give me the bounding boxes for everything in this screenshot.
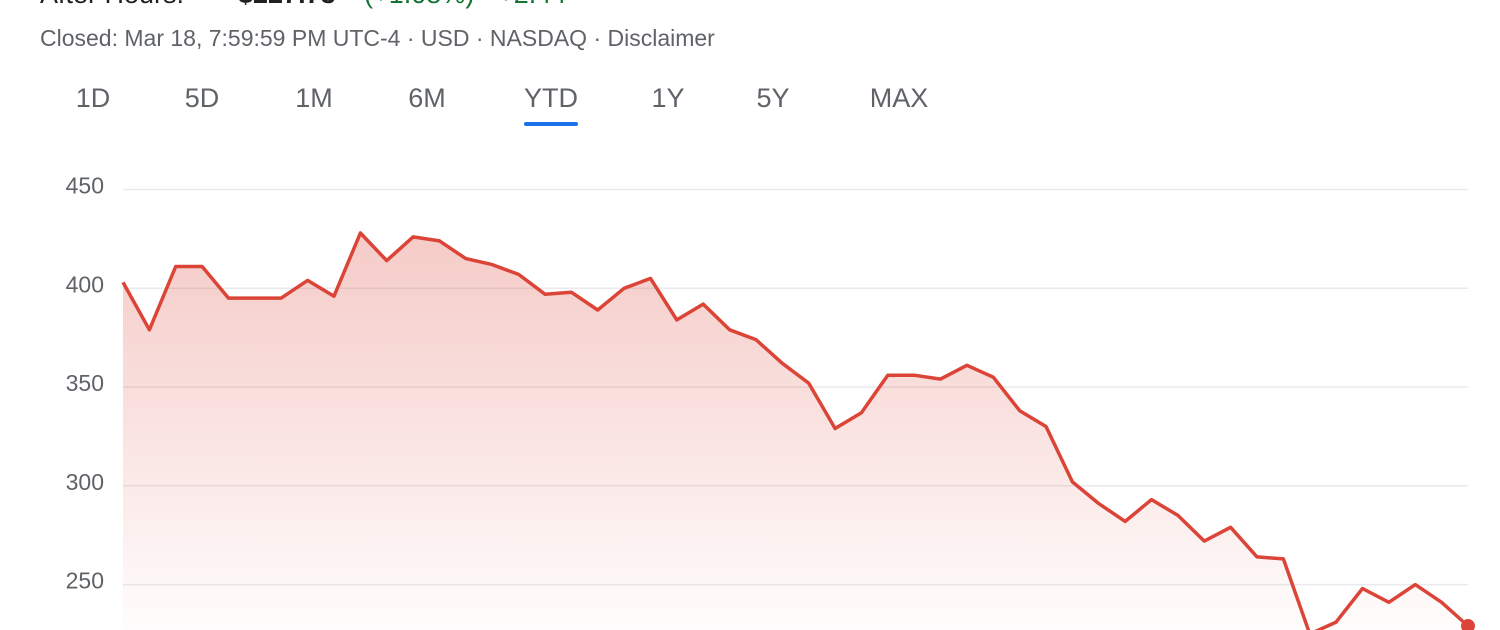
range-tab[interactable]: 6M	[408, 83, 446, 113]
active-tab-underline	[524, 122, 578, 126]
after-hours-change: +2.44	[498, 0, 566, 9]
status-line: Closed: Mar 18, 7:59:59 PM UTC-4 · USD ·…	[40, 25, 715, 51]
range-tab[interactable]: 5D	[185, 83, 220, 113]
range-tab[interactable]: 1D	[76, 83, 111, 113]
after-hours-label: After Hours:	[40, 0, 184, 9]
range-tab[interactable]: 5Y	[756, 83, 789, 113]
range-tab[interactable]: YTD	[524, 83, 578, 113]
after-hours-percent: (+1.08%)	[364, 0, 474, 9]
y-tick-label: 300	[66, 469, 104, 495]
after-hours-price: $227.73	[238, 0, 336, 9]
price-line	[121, 231, 1470, 630]
range-tab[interactable]: 1M	[295, 83, 333, 113]
area-fill	[123, 233, 1468, 630]
last-point	[1461, 619, 1475, 630]
y-tick-label: 350	[66, 370, 104, 396]
chart: 250 300 350 400 450	[66, 173, 1475, 630]
range-tab[interactable]: MAX	[870, 83, 929, 113]
range-tab[interactable]: 1Y	[651, 83, 684, 113]
range-tabs: 1D 5D 1M 6M YTD 1Y 5Y MAX	[76, 83, 929, 126]
y-tick-label: 400	[66, 271, 104, 297]
y-tick-label: 450	[66, 173, 104, 199]
y-tick-label: 250	[66, 568, 104, 594]
